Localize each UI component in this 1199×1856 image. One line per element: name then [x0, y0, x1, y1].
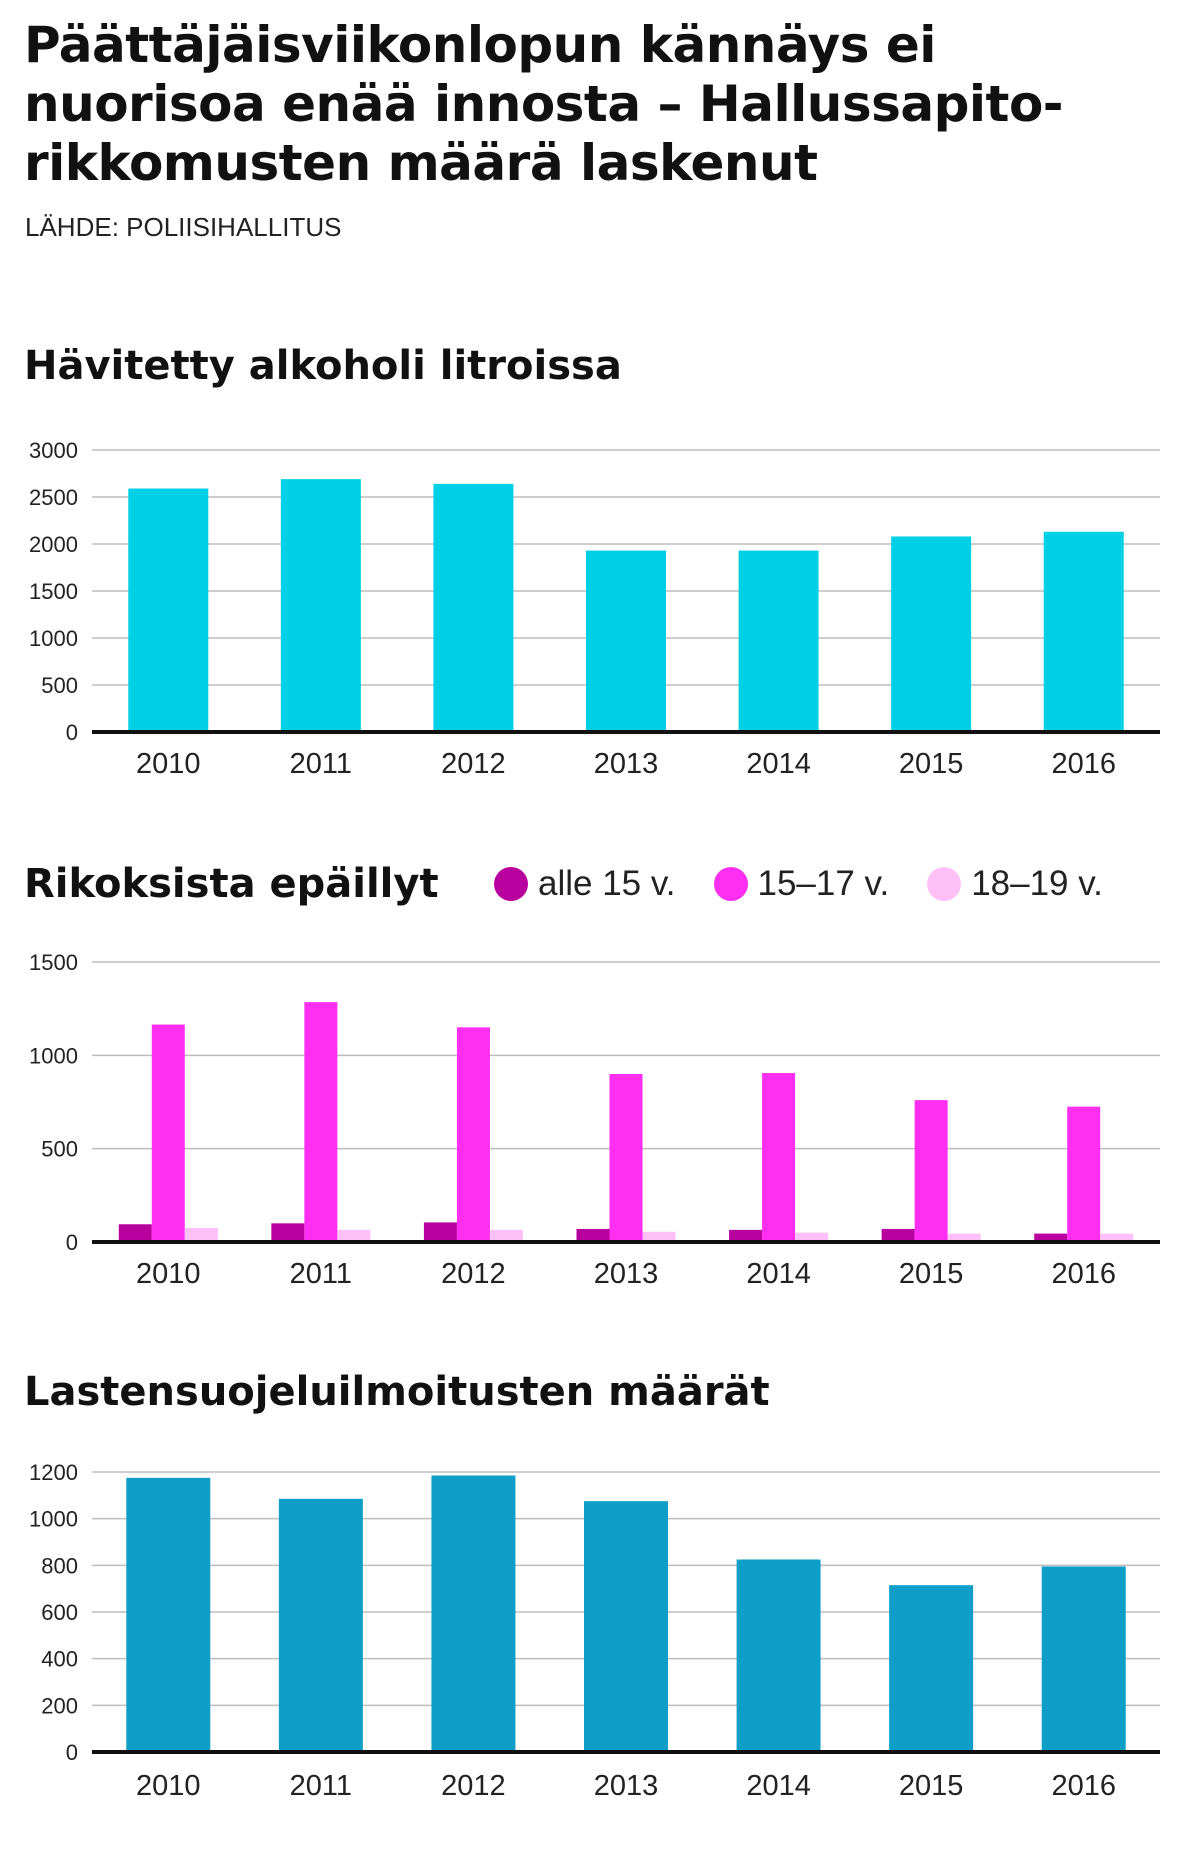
source-label: LÄHDE: POLIISIHALLITUS [25, 212, 342, 242]
x-tick-label-2014: 2014 [746, 1258, 811, 1290]
bar-2011 [280, 479, 361, 732]
y-tick-label: 3000 [29, 438, 78, 463]
x-tick-label-2016: 2016 [1051, 748, 1116, 780]
bar-2015-series-0 [881, 1228, 915, 1242]
chart-title-alcohol: Hävitetty alkoholi litroissa [24, 343, 622, 389]
suspects-legend: alle 15 v. 15–17 v. 18–19 v. [494, 860, 1141, 908]
x-tick-label-2015: 2015 [899, 748, 964, 780]
chart-title-child-welfare: Lastensuojeluilmoitusten määrät [24, 1369, 770, 1415]
y-tick-label: 1200 [29, 1460, 78, 1485]
bar-2015 [889, 1585, 974, 1752]
legend-item-under-15: alle 15 v. [494, 864, 676, 904]
bar-2014 [736, 1559, 821, 1752]
x-tick-label-2013: 2013 [594, 1770, 659, 1802]
bar-2016 [1043, 531, 1124, 732]
bar-2012-series-2 [489, 1229, 523, 1242]
bar-2010-series-0 [118, 1224, 152, 1242]
y-tick-label: 0 [66, 1230, 78, 1255]
legend-item-15-17: 15–17 v. [713, 864, 890, 904]
bar-2015-series-1 [914, 1100, 948, 1242]
y-tick-label: 500 [41, 673, 78, 698]
bar-2015 [891, 536, 972, 732]
y-tick-label: 1000 [29, 1043, 78, 1068]
x-tick-label-2015: 2015 [899, 1258, 964, 1290]
x-tick-label-2013: 2013 [594, 1258, 659, 1290]
bar-2011-series-2 [337, 1229, 371, 1242]
bar-2011-series-1 [304, 1002, 338, 1242]
bar-2013 [584, 1501, 668, 1752]
bar-2014-series-2 [795, 1232, 829, 1242]
bar-2014-series-0 [729, 1229, 763, 1242]
legend-label-18-19: 18–19 v. [971, 864, 1103, 903]
bar-2013-series-2 [642, 1231, 676, 1242]
bar-2016-series-1 [1067, 1106, 1101, 1242]
x-tick-label-2010: 2010 [136, 748, 201, 780]
legend-label-15-17: 15–17 v. [757, 864, 890, 903]
x-tick-label-2016: 2016 [1051, 1770, 1116, 1802]
bar-2013-series-1 [609, 1074, 643, 1242]
x-tick-label-2010: 2010 [136, 1258, 201, 1290]
legend-item-18-19: 18–19 v. [927, 864, 1103, 904]
x-tick-label-2015: 2015 [899, 1770, 964, 1802]
y-tick-label: 1500 [29, 950, 78, 975]
y-tick-label: 1500 [29, 579, 78, 604]
bar-2015-series-2 [947, 1233, 981, 1242]
bar-2010 [128, 488, 209, 732]
suspects-chart: 0 500 1000 1500 2010 2011 2012 2013 2014 2015 2016 [29, 950, 1160, 1290]
bar-2016-series-2 [1100, 1233, 1134, 1242]
bar-2014-series-1 [762, 1073, 796, 1242]
y-tick-label: 0 [66, 1740, 78, 1765]
x-tick-label-2012: 2012 [441, 748, 506, 780]
y-tick-label: 800 [41, 1553, 78, 1578]
x-tick-label-2016: 2016 [1051, 1258, 1116, 1290]
bar-2011-series-0 [271, 1223, 305, 1242]
legend-swatch-15-17 [713, 867, 748, 901]
x-tick-label-2010: 2010 [136, 1770, 201, 1802]
y-tick-label: 0 [66, 720, 78, 745]
x-tick-label-2011: 2011 [290, 748, 352, 780]
y-tick-label: 500 [41, 1137, 78, 1162]
y-tick-label: 1000 [29, 626, 78, 651]
y-tick-label: 1000 [29, 1507, 78, 1532]
x-tick-label-2013: 2013 [594, 748, 659, 780]
legend-swatch-under-15 [494, 867, 528, 901]
x-tick-label-2012: 2012 [441, 1770, 506, 1802]
y-tick-label: 2000 [29, 532, 78, 557]
bar-2012-series-1 [456, 1027, 490, 1242]
child-welfare-chart: 0 200 400 600 800 1000 1200 2010 2011 2012 2013 201… [29, 1460, 1160, 1802]
x-tick-label-2011: 2011 [290, 1258, 352, 1290]
bar-2011 [278, 1498, 363, 1752]
x-tick-label-2014: 2014 [746, 1770, 811, 1802]
bar-2010-series-2 [184, 1228, 218, 1242]
legend-swatch-18-19 [927, 867, 962, 901]
x-tick-label-2012: 2012 [441, 1258, 506, 1290]
x-tick-label-2014: 2014 [746, 748, 811, 780]
alcohol-chart: 0 500 1000 1500 2000 2500 3000 2010 2011 2012 2013… [29, 438, 1160, 780]
y-tick-label: 600 [41, 1600, 78, 1625]
bar-2012 [433, 483, 514, 732]
bar-2010-series-1 [151, 1024, 185, 1242]
legend-label-under-15: alle 15 v. [538, 864, 676, 903]
y-tick-label: 400 [41, 1647, 78, 1672]
bar-2012 [431, 1475, 516, 1752]
bar-2014 [738, 550, 819, 732]
y-tick-label: 200 [41, 1693, 78, 1718]
bar-2010 [126, 1477, 211, 1752]
main-title: Päättäjäisviikonlopun kännäys ei nuoriso… [24, 16, 1064, 192]
chart-title-suspects: Rikoksista epäillyt [24, 861, 439, 907]
x-tick-label-2011: 2011 [290, 1770, 352, 1802]
bar-2012-series-0 [423, 1222, 457, 1242]
bar-2013 [586, 550, 666, 732]
bar-2016 [1041, 1566, 1126, 1752]
bar-2013-series-0 [576, 1228, 610, 1242]
bar-2016-series-0 [1034, 1233, 1068, 1242]
y-tick-label: 2500 [29, 485, 78, 510]
